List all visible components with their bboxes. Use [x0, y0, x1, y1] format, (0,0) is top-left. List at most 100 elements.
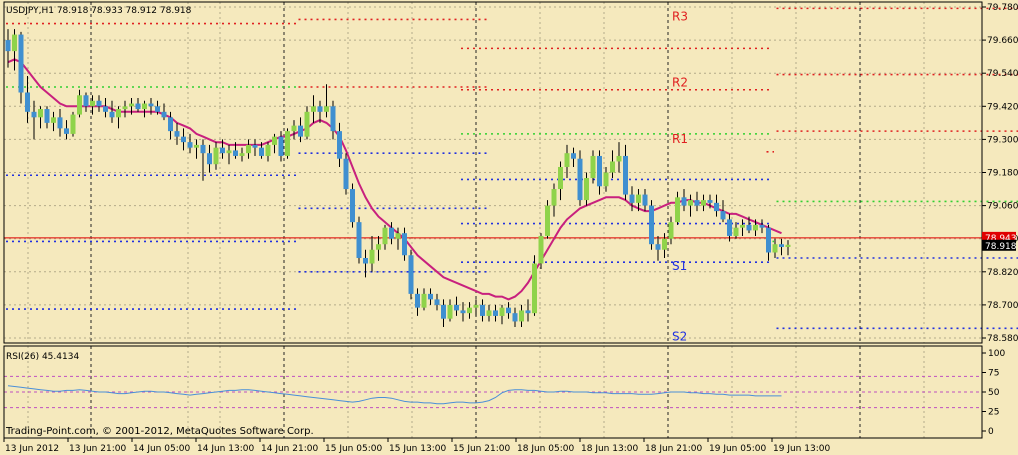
candle-body	[324, 106, 329, 112]
candle-body	[304, 111, 310, 137]
candle-body	[694, 200, 700, 206]
time-tick-label: 15 Jun 13:00	[389, 444, 446, 454]
price-tick-label: 79.300	[987, 135, 1018, 145]
symbol-header: USDJPY,H1 78.918 78.933 78.912 78.918	[6, 6, 192, 16]
price-tick-label: 78.700	[987, 301, 1018, 311]
candle-body	[642, 194, 648, 206]
candle-body	[590, 155, 596, 179]
candle-body	[259, 147, 264, 156]
candle-body	[655, 244, 661, 250]
time-tick-label: 18 Jun 13:00	[581, 444, 638, 454]
rsi-panel	[4, 375, 982, 409]
candle-body	[330, 106, 336, 132]
candle-body	[142, 103, 147, 110]
pivot-label: R1	[672, 132, 688, 146]
candle-body	[551, 189, 557, 206]
candle-body	[415, 293, 420, 308]
candle-body	[382, 227, 388, 245]
candle-body	[467, 307, 472, 314]
candle-body	[421, 293, 427, 308]
time-tick-label: 13 Jun 21:00	[69, 444, 126, 454]
candle-body	[161, 111, 167, 118]
candle-body	[681, 197, 687, 206]
candle-body	[38, 109, 43, 118]
candle-body	[343, 158, 349, 190]
candle-body	[545, 205, 550, 236]
price-tick-label: 78.580	[987, 334, 1018, 344]
candle-body	[64, 128, 69, 134]
candle-body	[96, 100, 102, 107]
price-tick-label: 78.820	[987, 268, 1018, 278]
candle-body	[25, 92, 30, 112]
candle-body	[174, 131, 180, 137]
candle-body	[285, 131, 290, 156]
candle-body	[246, 144, 251, 154]
price-tick-label: 79.540	[987, 69, 1018, 79]
candle-body	[129, 103, 134, 107]
candle-body	[779, 244, 784, 247]
candle-body	[272, 136, 277, 145]
time-tick-label: 13 Jun 2012	[5, 444, 59, 454]
candle-body	[51, 117, 56, 123]
candle-body	[44, 109, 50, 123]
candle-body	[493, 310, 498, 316]
candle-body	[746, 224, 752, 231]
candle-body	[460, 310, 466, 314]
candle-body	[623, 155, 628, 195]
candle-body	[252, 144, 258, 148]
current-price-tag-bg	[982, 239, 1016, 251]
candle-body	[402, 233, 407, 256]
rsi-tick-label: 50	[988, 388, 1000, 398]
candle-body	[558, 166, 563, 190]
candle-body	[265, 144, 271, 156]
candle-body	[584, 178, 589, 201]
candle-body	[727, 219, 732, 236]
time-tick-label: 15 Jun 21:00	[453, 444, 510, 454]
candle-body	[636, 194, 641, 203]
candle-body	[311, 106, 316, 112]
candle-body	[103, 106, 108, 112]
candle-body	[135, 103, 141, 110]
pivot-levels	[6, 7, 1018, 330]
pivot-label: S2	[672, 329, 687, 343]
candle-body	[610, 161, 615, 173]
rsi-line	[7, 385, 782, 405]
candle-body	[369, 249, 375, 264]
time-tick-label: 14 Jun 05:00	[133, 444, 190, 454]
candle-body	[395, 233, 401, 239]
candle-body	[239, 153, 245, 156]
candle-body	[356, 222, 362, 259]
grid	[4, 2, 982, 438]
candle-body	[662, 238, 667, 250]
candle-body	[441, 304, 446, 319]
time-tick-label: 18 Jun 05:00	[517, 444, 574, 454]
candle-body	[688, 200, 693, 206]
candle-body	[31, 111, 37, 118]
candle-body	[408, 255, 414, 294]
candle-body	[428, 293, 433, 300]
candle-body	[200, 144, 206, 154]
pivot-label: R2	[672, 76, 688, 90]
candle-body	[220, 147, 225, 154]
candle-body	[486, 310, 492, 316]
candle-body	[499, 307, 505, 316]
candle-body	[70, 114, 76, 134]
time-tick-label: 19 Jun 05:00	[709, 444, 766, 454]
candle-body	[603, 172, 609, 187]
candle-body	[278, 136, 284, 156]
candle-body	[194, 144, 199, 148]
candle-body	[148, 103, 154, 107]
candle-body	[519, 310, 524, 322]
candle-body	[454, 304, 459, 311]
candle-body	[77, 95, 82, 115]
time-tick-label: 18 Jun 21:00	[645, 444, 702, 454]
candle-body	[233, 150, 238, 156]
candle-body	[766, 227, 771, 253]
candle-body	[753, 224, 758, 231]
candle-body	[675, 197, 680, 223]
candle-body	[181, 136, 186, 143]
candle-body	[740, 224, 745, 228]
price-line-tag-bg	[982, 231, 1016, 243]
